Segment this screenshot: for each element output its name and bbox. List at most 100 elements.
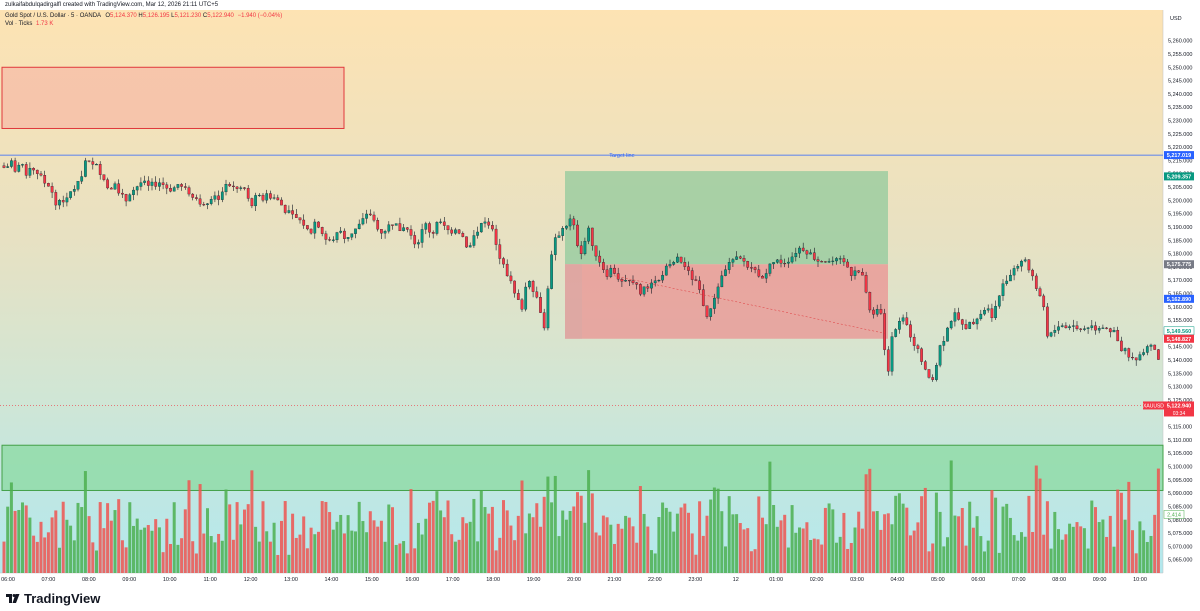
candle-body [868, 292, 872, 311]
volume-bar [831, 509, 835, 573]
candle-body [250, 198, 254, 207]
volume-bar [1149, 535, 1153, 573]
candle-body [1027, 259, 1031, 271]
candle-body [246, 187, 250, 199]
candle-body [657, 279, 661, 282]
candle-body [550, 254, 553, 289]
volume-legend[interactable]: Vol · Ticks 1.73 K [5, 21, 53, 27]
volume-bar [87, 516, 91, 573]
candle-body [779, 259, 783, 264]
volume-bar [712, 487, 716, 573]
candle-body [32, 167, 35, 171]
volume-bar [387, 504, 391, 573]
volume-bar [435, 491, 439, 573]
candle-body [539, 297, 542, 313]
volume-bar [220, 540, 224, 573]
candle-body [661, 275, 664, 281]
volume-bar [128, 502, 132, 573]
volume-bar [217, 533, 221, 573]
time-tick-label: 12:00 [244, 577, 258, 583]
volume-bar [727, 496, 731, 573]
candle-body [280, 199, 283, 206]
volume-bar [583, 522, 587, 573]
candle-body [816, 259, 820, 262]
candle-body [853, 270, 857, 276]
candle-body [450, 229, 454, 234]
candle-body [1101, 327, 1105, 329]
candle-body [768, 263, 772, 274]
candle-body [1145, 346, 1149, 353]
candle-body [446, 225, 450, 231]
candle-body [809, 252, 812, 255]
volume-bar [453, 541, 457, 573]
volume-bar [124, 547, 128, 573]
candle-body [583, 241, 587, 255]
candle-body [687, 266, 690, 271]
candle-body [361, 218, 365, 225]
candle-body [1134, 357, 1138, 361]
volume-bar [368, 511, 372, 573]
candle-body [642, 286, 646, 295]
candle-body [916, 345, 920, 349]
candle-body [50, 186, 54, 193]
candle-body [21, 164, 24, 166]
volume-bar [886, 513, 890, 573]
volume-bar [868, 468, 872, 573]
time-tick-label: 18:00 [486, 577, 500, 583]
volume-bar [513, 540, 517, 573]
volume-bar [653, 553, 657, 573]
candle-body [6, 166, 10, 168]
volume-bar [428, 502, 431, 573]
volume-bar [823, 507, 827, 573]
candle-body [1142, 352, 1145, 355]
volume-bar [83, 471, 87, 573]
candle-body [431, 232, 435, 234]
candle-body [128, 194, 132, 202]
volume-bar [213, 542, 217, 573]
candle-body [946, 327, 949, 342]
volume-bar [1057, 529, 1060, 573]
volume-bar [749, 551, 753, 573]
time-tick-label: 10:00 [1133, 577, 1147, 583]
volume-bar [335, 521, 339, 573]
volume-bar [535, 503, 539, 573]
candle-body [820, 261, 824, 263]
time-tick-label: 16:00 [405, 577, 419, 583]
candle-body [979, 313, 983, 320]
volume-bar [616, 523, 620, 573]
candle-body [757, 269, 761, 277]
volume-legend-label: Vol · Ticks [5, 21, 33, 27]
volume-bar [820, 544, 824, 573]
volume-bar [357, 501, 361, 573]
symbol-legend[interactable]: Gold Spot / U.S. Dollar · 5 · OANDA O5,1… [5, 13, 282, 19]
price-label-box [1164, 401, 1194, 410]
volume-band [1, 444, 1164, 491]
candle-body [69, 191, 72, 198]
volume-bar [716, 488, 720, 573]
zones-layer [1, 66, 1164, 491]
volume-bar [938, 511, 942, 573]
volume-bar [24, 505, 28, 573]
volume-bar [934, 492, 938, 573]
price-label-text: 5,217.019 [1167, 153, 1191, 159]
volume-bar [291, 513, 295, 573]
volume-bar [102, 528, 106, 573]
chart[interactable]: Target line 5,260.000 5,255.000 5,250.000 5… [0, 0, 1200, 587]
candle-body [261, 194, 265, 201]
volume-bar [28, 517, 32, 573]
volume-bar [772, 504, 776, 573]
volume-bar [320, 501, 324, 573]
candle-body [824, 261, 827, 263]
candle-body [113, 183, 117, 190]
volume-bar [176, 544, 180, 573]
candle-body [857, 270, 861, 273]
candles-layer [2, 157, 1160, 382]
candle-body [613, 267, 616, 274]
volume-bar [1020, 532, 1023, 573]
time-axis[interactable]: 06:00 07:00 08:00 09:00 10:00 11:00 12:00 13:00… [1, 577, 1147, 583]
volume-bar [172, 502, 176, 573]
candle-body [324, 233, 328, 240]
volume-bar [32, 535, 36, 573]
candle-body [842, 258, 846, 263]
candle-body [627, 280, 631, 282]
